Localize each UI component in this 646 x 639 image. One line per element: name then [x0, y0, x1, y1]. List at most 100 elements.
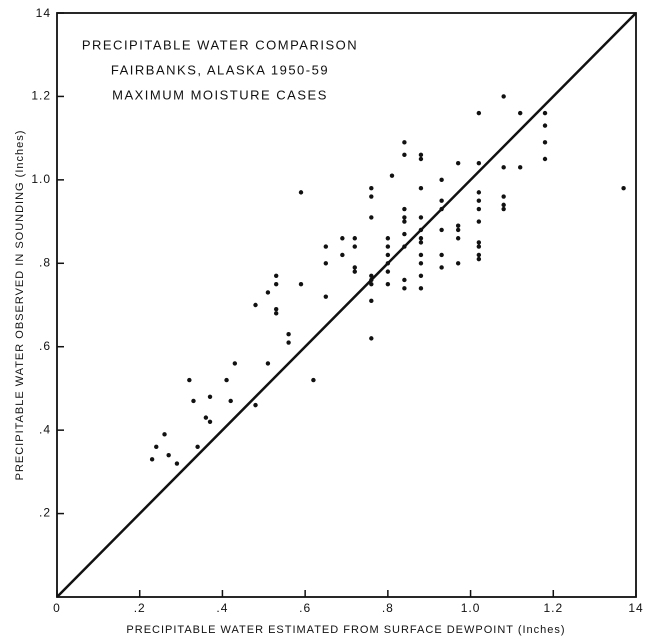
point: [166, 452, 171, 458]
point: [542, 140, 548, 145]
point: [476, 190, 482, 195]
point: [402, 244, 407, 249]
point: [501, 165, 506, 170]
point: [298, 190, 304, 195]
point: [518, 110, 523, 116]
point: [207, 394, 213, 399]
point: [439, 206, 444, 212]
point: [340, 236, 345, 241]
point: [298, 281, 304, 287]
x-tick-label: 1.2: [543, 601, 563, 615]
x-tick-label: .6: [299, 601, 311, 615]
y-tick-label: .2: [39, 506, 51, 520]
x-tick-label: 14: [628, 601, 643, 615]
point: [501, 94, 506, 99]
point: [340, 252, 345, 258]
point: [286, 332, 291, 337]
point: [418, 236, 424, 241]
point: [476, 160, 482, 166]
plot-frame: [56, 12, 637, 598]
point: [418, 286, 424, 291]
point: [418, 273, 424, 278]
y-tick-label: 1.2: [31, 89, 51, 103]
point: [542, 110, 548, 116]
point: [542, 156, 548, 162]
point: [232, 361, 238, 366]
x-tick-label: 1.0: [461, 601, 481, 615]
point: [418, 186, 424, 191]
point: [439, 252, 444, 258]
point: [476, 206, 482, 212]
point: [402, 140, 407, 145]
point: [518, 165, 523, 170]
point: [418, 240, 424, 245]
point: [323, 244, 329, 249]
point: [369, 336, 374, 341]
point: [542, 123, 548, 128]
point: [439, 265, 444, 270]
point: [501, 194, 506, 199]
x-tick-label: .4: [216, 601, 228, 615]
point: [369, 277, 374, 283]
y-tick-label: .8: [39, 255, 51, 269]
point: [418, 261, 424, 266]
point: [265, 290, 271, 295]
point: [253, 402, 258, 408]
point: [286, 340, 291, 345]
point: [439, 227, 444, 233]
point: [439, 198, 444, 203]
point: [455, 261, 461, 266]
chart-title-line: FAIRBANKS, ALASKA 1950-59: [111, 62, 329, 77]
point: [154, 444, 159, 450]
point: [273, 306, 279, 312]
point: [455, 227, 461, 233]
x-axis-label: PRECIPITABLE WATER ESTIMATED FROM SURFAC…: [126, 624, 565, 636]
x-tick-label: .8: [382, 601, 394, 615]
point: [265, 361, 271, 366]
point: [273, 281, 279, 287]
point: [174, 461, 180, 466]
point: [402, 206, 407, 212]
point: [369, 194, 374, 199]
point: [273, 311, 279, 316]
point: [385, 244, 391, 249]
point: [455, 160, 461, 166]
point: [389, 173, 395, 178]
point: [418, 156, 424, 162]
point: [501, 202, 506, 208]
point: [439, 177, 444, 183]
point: [191, 398, 196, 404]
point: [476, 256, 482, 262]
point: [352, 265, 357, 270]
point: [385, 261, 391, 266]
x-tick-label: 0: [53, 601, 61, 615]
point: [418, 227, 424, 233]
point: [253, 302, 258, 308]
y-axis-label: PRECIPITABLE WATER OBSERVED IN SOUNDING …: [14, 130, 26, 481]
point: [476, 198, 482, 203]
point: [501, 206, 506, 212]
point: [369, 273, 374, 278]
point: [352, 236, 357, 241]
y-tick-label: .6: [39, 339, 51, 353]
point: [311, 377, 316, 383]
point: [402, 152, 407, 158]
point: [187, 377, 192, 383]
point: [352, 269, 357, 274]
point: [369, 281, 374, 287]
point: [455, 223, 461, 228]
y-tick-label: .4: [39, 422, 51, 436]
reference-line: [56, 12, 637, 598]
point: [207, 419, 213, 424]
point: [352, 244, 357, 249]
point: [418, 152, 424, 158]
point: [402, 231, 407, 237]
point: [228, 398, 233, 404]
point: [323, 294, 329, 299]
point: [385, 281, 391, 287]
point: [385, 269, 391, 274]
point: [369, 186, 374, 191]
point: [385, 252, 391, 258]
chart-title-line: PRECIPITABLE WATER COMPARISON: [82, 37, 358, 52]
